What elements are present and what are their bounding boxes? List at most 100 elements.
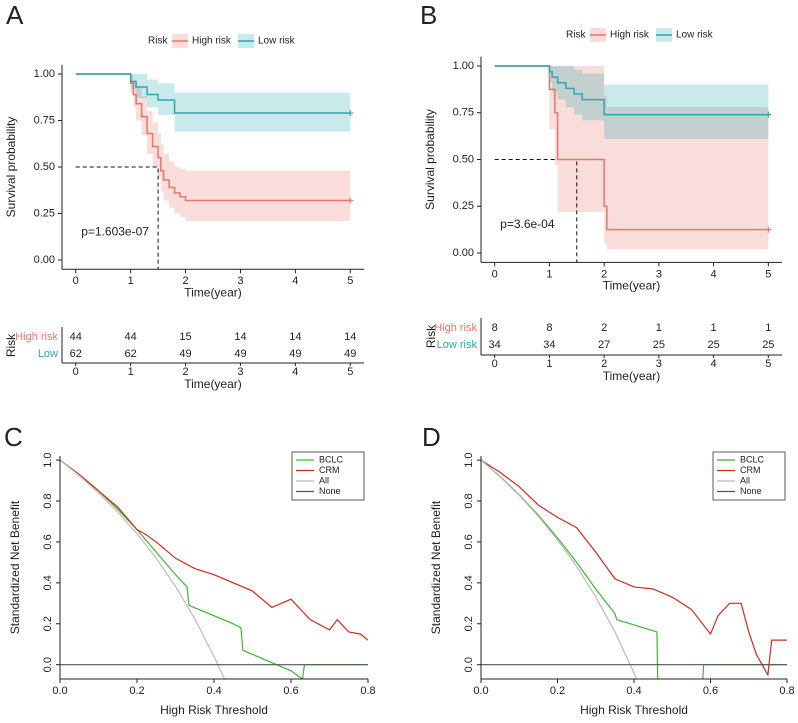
legend-label: All — [319, 475, 329, 485]
risk-x-tick-label: 0 — [492, 358, 498, 370]
x-tick-label: 0 — [492, 268, 498, 280]
y-tick-label: 0.4 — [463, 575, 475, 590]
confidence-band — [152, 122, 159, 167]
panel-letter: B — [420, 0, 437, 30]
risk-count: 49 — [289, 348, 301, 360]
median-line — [494, 159, 578, 263]
risk-x-tick-label: 4 — [711, 358, 717, 370]
net-benefit-line — [60, 459, 226, 679]
censor-mark — [347, 197, 354, 204]
x-axis-title: High Risk Threshold — [160, 703, 268, 717]
y-tick-label: 0.75 — [34, 114, 55, 126]
y-tick-label: 0.8 — [463, 493, 475, 508]
confidence-band — [174, 167, 181, 214]
panel-letter: C — [4, 422, 23, 452]
censor-mark — [765, 111, 772, 118]
confidence-band — [163, 153, 170, 201]
risk-x-axis-title: Time(year) — [603, 369, 661, 383]
x-tick-label: 5 — [347, 275, 353, 287]
x-tick-label: 3 — [656, 268, 662, 280]
censor-mark — [765, 226, 772, 233]
net-benefit-line — [481, 459, 638, 679]
net-benefit-line — [60, 459, 368, 641]
survival-curve — [75, 73, 351, 202]
annotation: p=1.603e-07 — [81, 224, 149, 238]
risk-row-name: High risk — [15, 331, 58, 343]
x-tick-label: 1 — [546, 268, 552, 280]
confidence-band — [565, 65, 575, 108]
risk-row-name: Low risk — [437, 339, 478, 351]
legend-label: None — [319, 486, 341, 496]
confidence-band — [604, 84, 769, 139]
legend-label: None — [740, 486, 762, 496]
risk-x-tick-label: 3 — [237, 366, 243, 378]
confidence-band — [141, 96, 148, 136]
risk-count: 49 — [179, 348, 191, 360]
risk-table-title: Risk — [424, 324, 438, 348]
x-tick-label: 4 — [711, 268, 717, 280]
confidence-band — [552, 65, 558, 93]
annotation: p=3.6e-04 — [500, 217, 555, 231]
y-tick-label: 0.8 — [42, 493, 54, 508]
risk-table-title: Risk — [4, 333, 18, 357]
y-tick-label: 1.0 — [463, 452, 475, 467]
risk-x-tick-label: 2 — [182, 366, 188, 378]
x-tick-label: 4 — [292, 275, 298, 287]
legend-label: CRM — [319, 465, 340, 475]
y-tick-label: 0.0 — [463, 657, 475, 672]
y-tick-label: 0.6 — [42, 534, 54, 549]
risk-count: 25 — [707, 339, 719, 351]
risk-x-tick-label: 1 — [128, 366, 134, 378]
x-tick-label: 0.8 — [779, 685, 794, 697]
risk-x-tick-label: 5 — [765, 358, 771, 370]
y-tick-label: 1.0 — [42, 452, 54, 467]
x-tick-label: 3 — [237, 275, 243, 287]
y-tick-label: 0.00 — [34, 254, 55, 266]
legend-title: Risk — [148, 36, 168, 47]
risk-count: 15 — [179, 331, 191, 343]
risk-count: 1 — [711, 322, 717, 334]
risk-x-tick-label: 3 — [656, 358, 662, 370]
y-tick-label: 1.00 — [34, 68, 55, 80]
y-tick-label: 0.0 — [42, 657, 54, 672]
x-tick-label: 1 — [128, 275, 134, 287]
y-tick-label: 0.2 — [463, 616, 475, 631]
confidence-band — [136, 74, 148, 99]
confidence-band — [606, 107, 769, 250]
confidence-band — [604, 95, 607, 244]
x-tick-label: 0.8 — [360, 685, 375, 697]
risk-count: 25 — [653, 339, 665, 351]
confidence-band — [574, 69, 583, 115]
risk-count: 49 — [344, 348, 356, 360]
x-tick-label: 5 — [765, 268, 771, 280]
x-tick-label: 0.6 — [283, 685, 298, 697]
risk-count: 34 — [489, 339, 501, 351]
panel-letter: A — [6, 0, 24, 30]
risk-count: 27 — [598, 339, 610, 351]
x-tick-label: 0 — [73, 275, 79, 287]
x-axis-title: Time(year) — [184, 285, 242, 299]
legend-label: High risk — [610, 30, 650, 41]
y-tick-label: 0.25 — [453, 200, 474, 212]
y-axis-title: Survival probability — [4, 117, 18, 218]
legend-label: CRM — [740, 465, 761, 475]
legend-title: Risk — [566, 30, 586, 41]
confidence-band — [160, 144, 164, 192]
risk-count: 8 — [492, 322, 498, 334]
confidence-band — [549, 65, 555, 130]
risk-count: 44 — [70, 331, 82, 343]
risk-count: 34 — [543, 339, 555, 351]
survival-curve — [75, 73, 351, 114]
confidence-band — [147, 111, 153, 154]
risk-x-axis-title: Time(year) — [184, 377, 242, 391]
y-tick-label: 0.25 — [34, 207, 55, 219]
legend-label: Low risk — [258, 36, 296, 47]
y-tick-label: 0.6 — [463, 534, 475, 549]
confidence-band — [180, 168, 186, 218]
risk-count: 62 — [125, 348, 137, 360]
x-tick-label: 0.2 — [550, 685, 565, 697]
legend-label: All — [740, 475, 750, 485]
panel-letter: D — [422, 422, 441, 452]
confidence-band — [133, 79, 137, 108]
